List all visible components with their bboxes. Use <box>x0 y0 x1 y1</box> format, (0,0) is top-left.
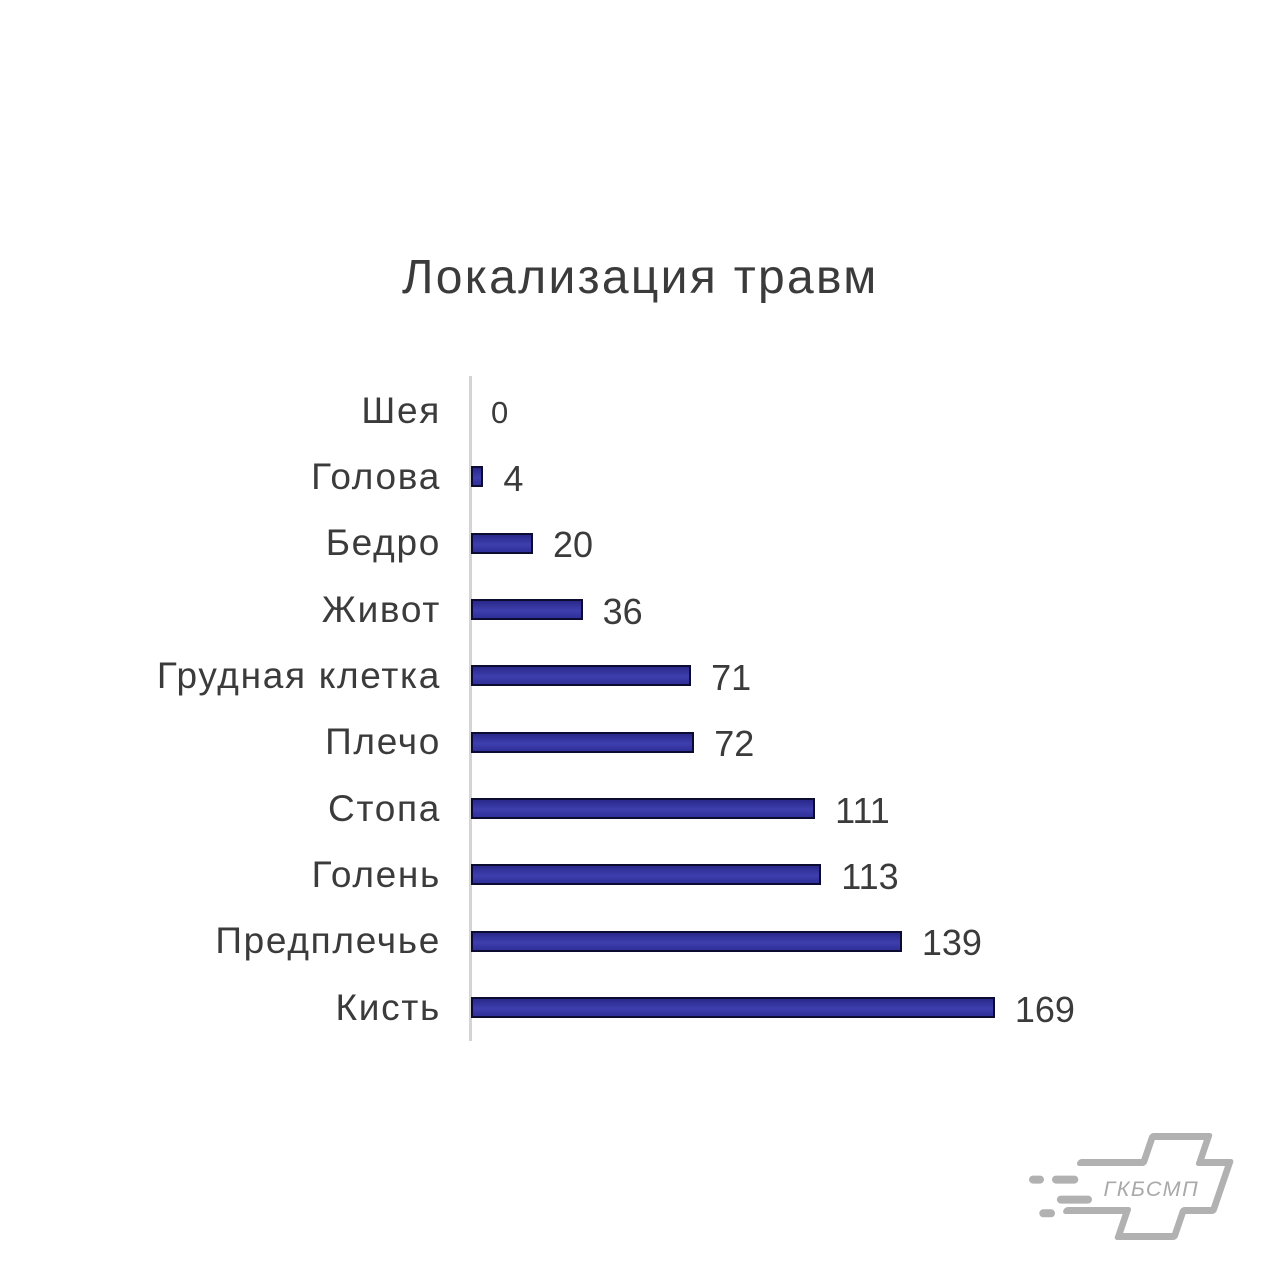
svg-text:ГКБСМП: ГКБСМП <box>1104 1177 1200 1201</box>
